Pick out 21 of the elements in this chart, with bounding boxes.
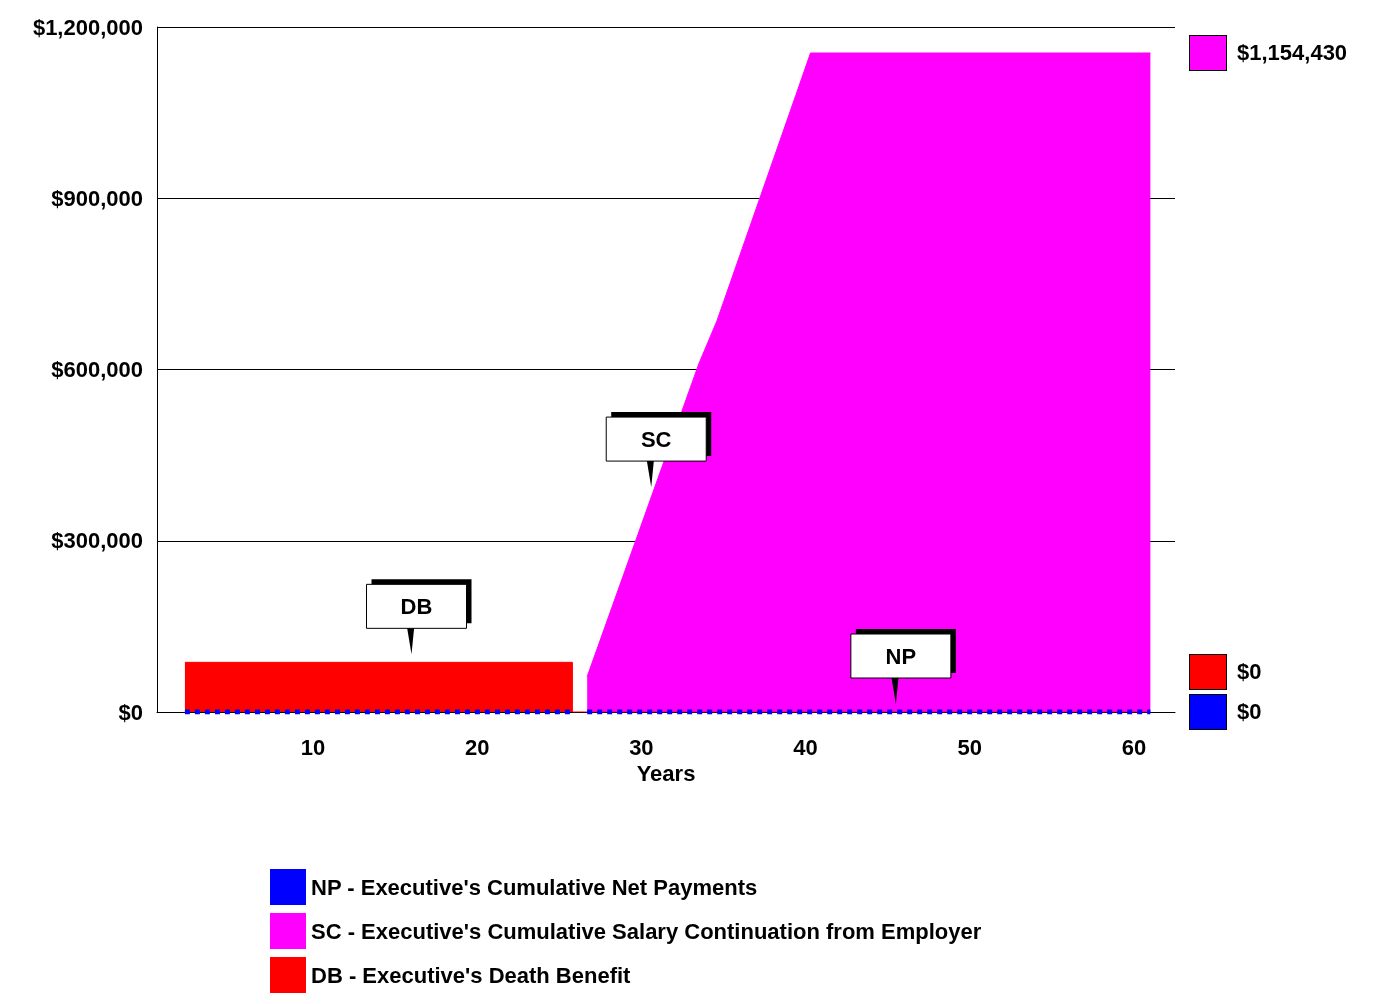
x-tick-label: 10 — [300, 734, 326, 760]
text: $0 — [1237, 698, 1262, 726]
annotation: SC — [640, 426, 672, 452]
y-tick-label: $300,000 — [51, 528, 143, 554]
legend-label: SC - Executive's Cumulative Salary Continuation from Employer — [311, 918, 982, 944]
legend-label: DB - Executive's Death Benefit — [311, 962, 632, 988]
x-tick-label: 60 — [1121, 734, 1147, 760]
y-tick-label: $900,000 — [51, 185, 143, 211]
y-tick-label: $600,000 — [51, 357, 143, 382]
x-tick-label: 30 — [629, 734, 654, 760]
x-tick-label: 40 — [793, 734, 818, 760]
x-tick-label: 50 — [957, 734, 982, 760]
x-tick-label: 20 — [464, 734, 490, 760]
annotation: DB — [400, 593, 433, 619]
text: $1,154,430 — [1237, 39, 1348, 67]
x-axis-title: Years — [636, 761, 696, 787]
text: $0 — [1237, 658, 1262, 686]
y-tick-label: $0 — [118, 699, 143, 725]
legend-label: NP - Executive's Cumulative Net Payments — [311, 874, 758, 900]
annotation: NP — [885, 643, 917, 669]
y-tick-label: $1,200,000 — [32, 14, 143, 40]
